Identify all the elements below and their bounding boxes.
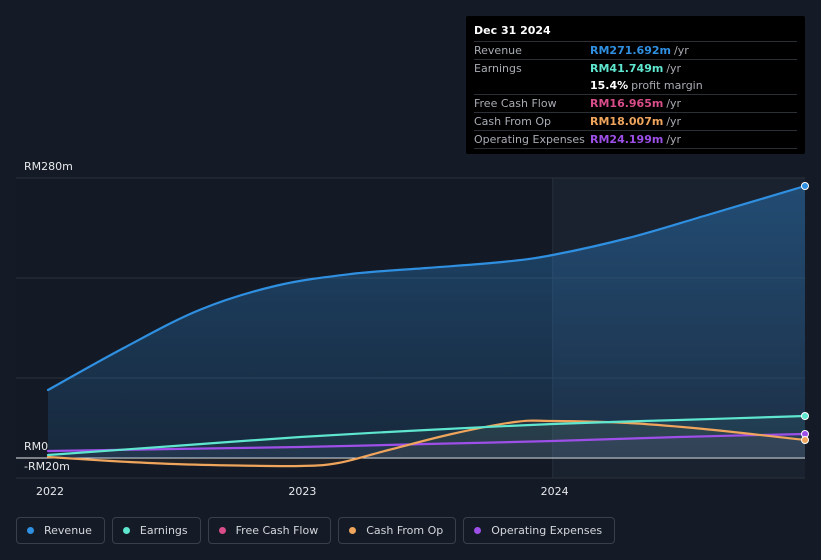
legend: Revenue Earnings Free Cash Flow Cash Fro… — [16, 517, 616, 544]
tooltip-row-opex: Operating Expenses RM24.199m /yr — [474, 131, 797, 149]
x-tick-label: 2022 — [36, 485, 64, 498]
cash-from-op-dot-icon — [349, 527, 357, 534]
earnings-dot-icon — [122, 527, 130, 534]
tooltip-value: RM41.749m — [590, 62, 664, 75]
tooltip-row-earnings: Earnings RM41.749m /yr — [474, 60, 797, 77]
tooltip-unit: /yr — [666, 133, 682, 146]
tooltip-value: RM16.965m — [590, 97, 664, 110]
tooltip-unit: /yr — [673, 44, 689, 57]
tooltip-label: Free Cash Flow — [474, 97, 557, 110]
tooltip-value: RM18.007m — [590, 115, 664, 128]
y-label-zero: RM0 — [24, 440, 48, 453]
tooltip-value: RM24.199m — [590, 133, 664, 146]
legend-item-earnings[interactable]: Earnings — [111, 517, 201, 544]
tooltip-date: Dec 31 2024 — [474, 21, 797, 42]
tooltip-unit: /yr — [666, 115, 682, 128]
revenue-line — [46, 184, 807, 392]
legend-label: Cash From Op — [366, 524, 444, 537]
axis-layer: RM280m RM0 -RM20m 2022 2023 2024 — [24, 160, 569, 498]
earnings-line — [46, 414, 807, 457]
legend-label: Free Cash Flow — [235, 524, 319, 537]
tooltip-panel: Dec 31 2024 Revenue RM271.692m /yr Earni… — [466, 16, 805, 154]
tooltip-label: Earnings — [474, 62, 522, 75]
cash-from-op-end-marker — [801, 436, 809, 444]
legend-label: Revenue — [44, 524, 92, 537]
line-layer — [46, 184, 807, 468]
revenue-end-marker — [801, 182, 809, 190]
legend-item-revenue[interactable]: Revenue — [16, 517, 105, 544]
tooltip-label — [474, 77, 590, 94]
y-label-top: RM280m — [24, 160, 73, 173]
y-label-bottom: -RM20m — [24, 460, 70, 473]
marker-layer — [801, 182, 809, 444]
tooltip-row-fcf: Free Cash Flow RM16.965m /yr — [474, 95, 797, 113]
legend-item-free-cash-flow[interactable]: Free Cash Flow — [207, 517, 332, 544]
free-cash-flow-dot-icon — [218, 527, 226, 534]
tooltip-row-cfo: Cash From Op RM18.007m /yr — [474, 113, 797, 131]
tooltip-value: RM271.692m — [590, 44, 671, 57]
tooltip-label: Cash From Op — [474, 115, 552, 128]
tooltip-value: 15.4% — [590, 79, 629, 92]
revenue-dot-icon — [27, 527, 34, 534]
legend-label: Operating Expenses — [491, 524, 603, 537]
x-tick-label: 2024 — [541, 485, 569, 498]
tooltip-unit: /yr — [666, 62, 682, 75]
x-tick-label: 2023 — [288, 485, 316, 498]
legend-item-cash-from-op[interactable]: Cash From Op — [338, 517, 457, 544]
tooltip-unit: /yr — [666, 97, 682, 110]
tooltip-label: Revenue — [474, 44, 522, 57]
operating-expenses-line — [46, 432, 807, 453]
tooltip-row-revenue: Revenue RM271.692m /yr — [474, 42, 797, 60]
tooltip-unit: profit margin — [631, 79, 703, 92]
operating-expenses-dot-icon — [474, 527, 482, 534]
revenue-area — [48, 186, 805, 458]
tooltip-row-margin: 15.4% profit margin — [474, 77, 797, 95]
legend-item-operating-expenses[interactable]: Operating Expenses — [463, 517, 616, 544]
cash-from-op-line — [46, 419, 807, 468]
tooltip-label: Operating Expenses — [474, 133, 585, 146]
earnings-end-marker — [801, 412, 809, 420]
legend-label: Earnings — [139, 524, 188, 537]
